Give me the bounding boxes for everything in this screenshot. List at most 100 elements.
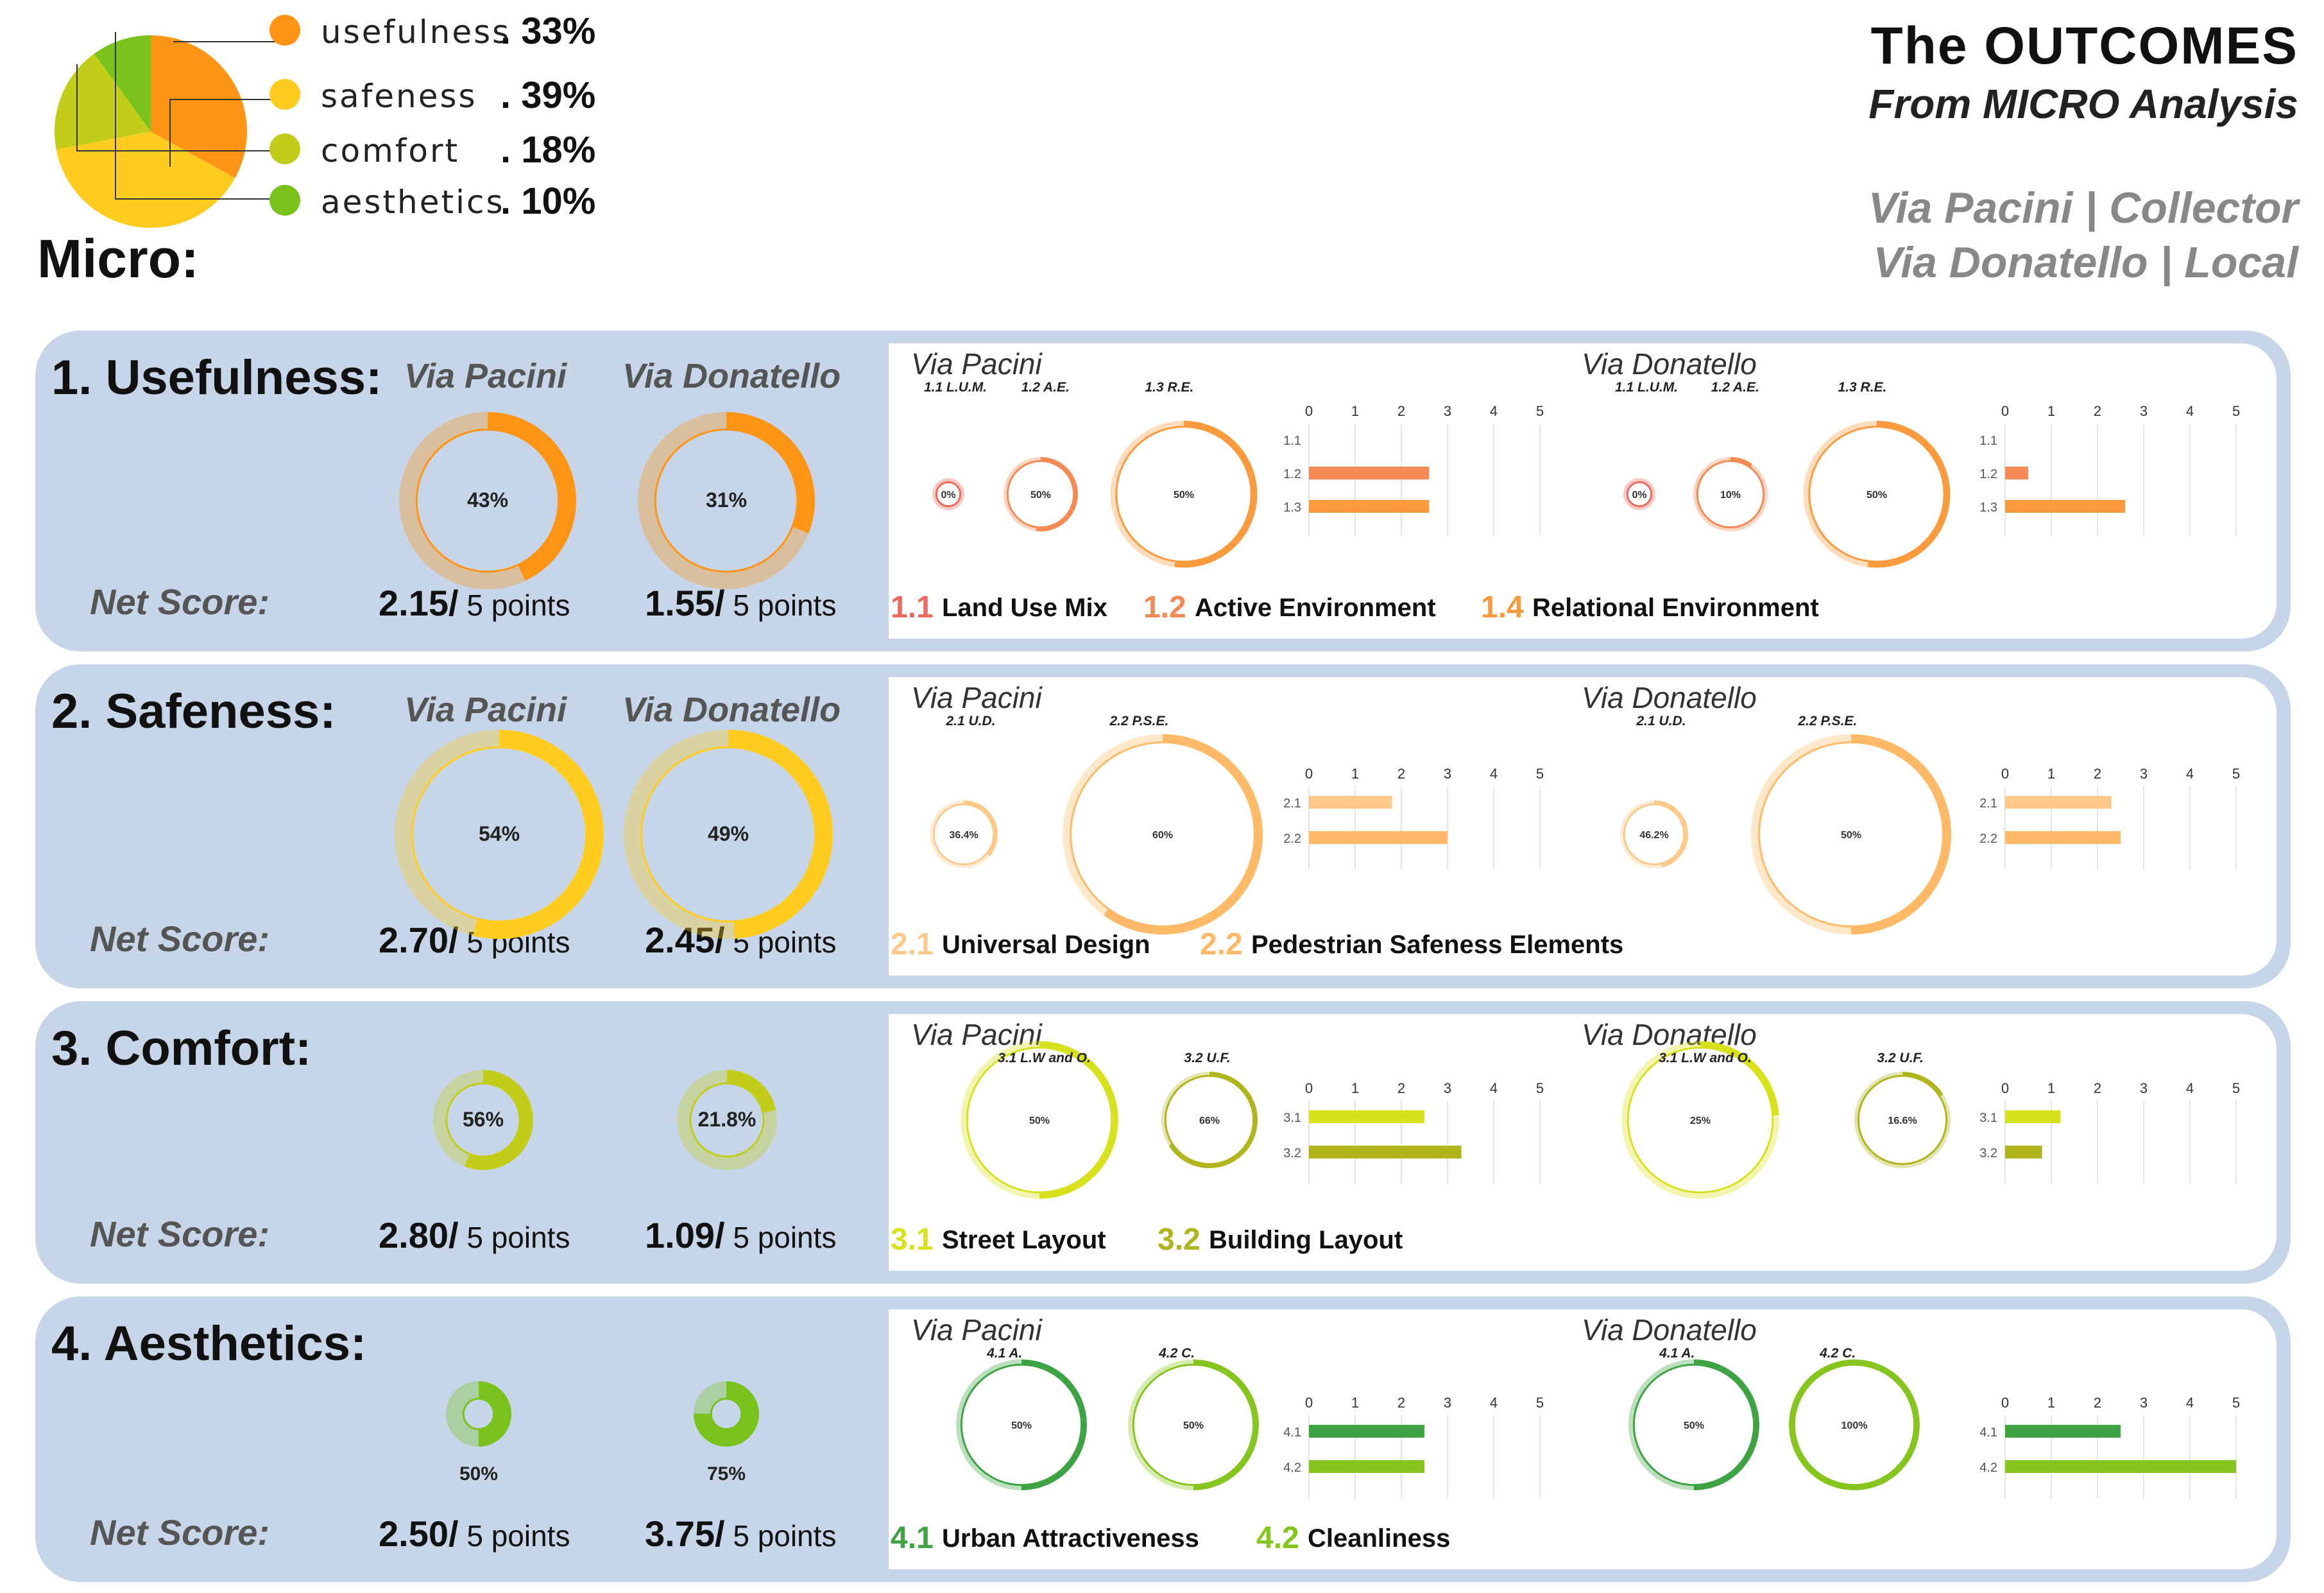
component-legend-code: 1.1 xyxy=(891,590,934,624)
component-legend-name: Active Environment xyxy=(1195,594,1436,622)
street-header-donatello: Via Donatello xyxy=(622,691,841,729)
component-ring-3.1-donatello-inner-line xyxy=(1627,1046,1774,1194)
overall-gauge-label: 21.8% xyxy=(698,1108,756,1131)
bar-axis-tick: 0 xyxy=(1305,766,1313,782)
component-ring-label: 50% xyxy=(1174,490,1194,501)
component-legend-code: 4.2 xyxy=(1256,1521,1299,1555)
bar-axis-tick: 1 xyxy=(1351,403,1359,419)
bar-axis-tick: 0 xyxy=(2001,403,2009,419)
component-legend-name: Relational Environment xyxy=(1532,594,1819,622)
bar-axis-tick: 3 xyxy=(2140,1395,2148,1411)
component-ring-3.1-pacini-inner-line xyxy=(966,1046,1113,1194)
street-header-pacini: Via Pacini xyxy=(404,357,567,395)
bar-4.2-donatello xyxy=(2005,1460,2236,1473)
bar-axis-tick: 2 xyxy=(2094,1080,2101,1096)
component-legend-name: Land Use Mix xyxy=(942,594,1107,622)
bar-axis-tick: 4 xyxy=(1490,1395,1498,1411)
bar-row-label: 2.1 xyxy=(1283,796,1301,811)
legend-value-aesthetics: . 10% xyxy=(500,180,596,222)
component-legend-name: Building Layout xyxy=(1209,1226,1403,1254)
component-ring-label: 50% xyxy=(1867,490,1887,501)
component-abbreviation: 2.1 U.D. xyxy=(1636,714,1686,728)
bar-row-label: 1.2 xyxy=(1979,467,1997,481)
overall-gauge-4-donatello-inner-line xyxy=(710,1397,743,1431)
bar-axis-tick: 3 xyxy=(2140,1080,2148,1096)
bar-3.1-donatello xyxy=(2005,1110,2061,1123)
overall-gauge-1-donatello-inner-line xyxy=(654,428,799,573)
score-value: 2.45/ xyxy=(645,920,725,960)
bar-4.2-pacini xyxy=(1309,1460,1424,1473)
detail-street-pacini: Via Pacini xyxy=(911,1018,1042,1051)
overall-gauge-1-donatello-fill xyxy=(638,412,815,589)
overall-gauge-label: 50% xyxy=(459,1463,498,1485)
component-ring-1.2-donatello-inner-line xyxy=(1696,460,1765,529)
component-ring-2.2-donatello-inner-line xyxy=(1758,741,1944,927)
net-score-pacini: 2.15/ 5 points xyxy=(379,582,570,624)
overall-gauge-4-pacini-inner-line xyxy=(462,1397,495,1431)
bar-1.2-pacini xyxy=(1309,467,1430,479)
overall-gauge-1-pacini-inner-line xyxy=(415,428,560,573)
leader-line-aesthetics xyxy=(115,32,295,200)
detail-street-donatello: Via Donatello xyxy=(1582,681,1757,714)
leader-line-comfort xyxy=(76,64,295,151)
bar-axis-tick: 2 xyxy=(1397,766,1405,782)
legend-row-aesthetics: aesthetics . 10% xyxy=(269,180,629,231)
component-ring-3.1-donatello-fill xyxy=(1621,1041,1779,1199)
bar-axis-tick: 0 xyxy=(1305,403,1313,419)
component-ring-1.4-pacini-inner-line xyxy=(1115,426,1252,563)
component-ring-label: 50% xyxy=(1684,1420,1704,1431)
pie-slice-usefulness xyxy=(151,35,248,178)
component-abbreviation: 2.2 P.S.E. xyxy=(1109,714,1169,728)
bar-axis-tick: 1 xyxy=(1351,1395,1359,1411)
overall-gauge-label: 49% xyxy=(708,822,749,845)
component-ring-label: 36.4% xyxy=(949,830,978,841)
bar-axis-tick: 2 xyxy=(2094,1395,2101,1411)
component-ring-2.1-donatello-inner-line xyxy=(1623,803,1686,866)
net-score-pacini: 2.50/ 5 points xyxy=(379,1513,570,1554)
overall-gauge-2-pacini-fill xyxy=(395,730,604,939)
overall-gauge-3-donatello-inner-line xyxy=(689,1082,765,1158)
component-ring-2.1-donatello-fill xyxy=(1620,800,1688,868)
component-ring-4.1-donatello-inner-line xyxy=(1632,1363,1756,1486)
bar-2.2-donatello xyxy=(2005,831,2121,844)
component-ring-label: 46.2% xyxy=(1639,830,1668,841)
detail-street-donatello: Via Donatello xyxy=(1582,1018,1757,1051)
legend-label-safeness: safeness xyxy=(321,78,477,115)
score-value: 1.55/ xyxy=(645,583,725,623)
section-detail-panel-4 xyxy=(889,1309,2277,1569)
legend-label-aesthetics: aesthetics xyxy=(321,184,505,221)
component-legend-code: 3.2 xyxy=(1158,1223,1200,1257)
section-title-1: 1. Usefulness: xyxy=(51,350,382,405)
section-detail-panel-2 xyxy=(889,677,2277,976)
bar-axis-tick: 3 xyxy=(1444,1080,1451,1096)
bar-axis-tick: 0 xyxy=(2001,1395,2009,1411)
bar-axis-tick: 4 xyxy=(2186,766,2194,782)
component-ring-label: 50% xyxy=(1011,1420,1032,1431)
bar-row-label: 3.1 xyxy=(1979,1111,1997,1125)
component-ring-1.2-pacini-fill xyxy=(1004,457,1078,531)
bar-axis-tick: 5 xyxy=(2232,766,2240,782)
component-abbreviation: 1.3 R.E. xyxy=(1145,380,1194,395)
legend-dot-usefulness xyxy=(269,15,300,46)
pie-slice-aesthetics xyxy=(94,35,151,132)
bar-axis-tick: 1 xyxy=(1351,1080,1359,1096)
bar-2.1-pacini xyxy=(1309,796,1392,809)
bar-axis-tick: 0 xyxy=(2001,766,2009,782)
component-ring-label: 66% xyxy=(1199,1115,1220,1126)
category-share-pie-chart xyxy=(55,32,295,228)
bar-3.2-donatello xyxy=(2005,1146,2042,1158)
component-ring-4.2-donatello-fill xyxy=(1789,1359,1920,1490)
component-ring-1.1-pacini-inner-line xyxy=(935,481,962,508)
bar-row-label: 3.2 xyxy=(1283,1146,1301,1160)
bar-row-label: 2.2 xyxy=(1979,832,1997,846)
component-ring-2.2-pacini-fill xyxy=(1063,734,1263,934)
page-title: The OUTCOMES xyxy=(1870,17,2298,75)
overall-gauge-3-pacini-inner-line xyxy=(445,1082,521,1158)
legend-dot-safeness xyxy=(269,79,300,110)
detail-street-donatello: Via Donatello xyxy=(1582,347,1757,381)
bar-axis-tick: 5 xyxy=(2232,1395,2240,1411)
bar-row-label: 1.2 xyxy=(1283,467,1301,481)
bar-axis-tick: 3 xyxy=(2140,766,2148,782)
